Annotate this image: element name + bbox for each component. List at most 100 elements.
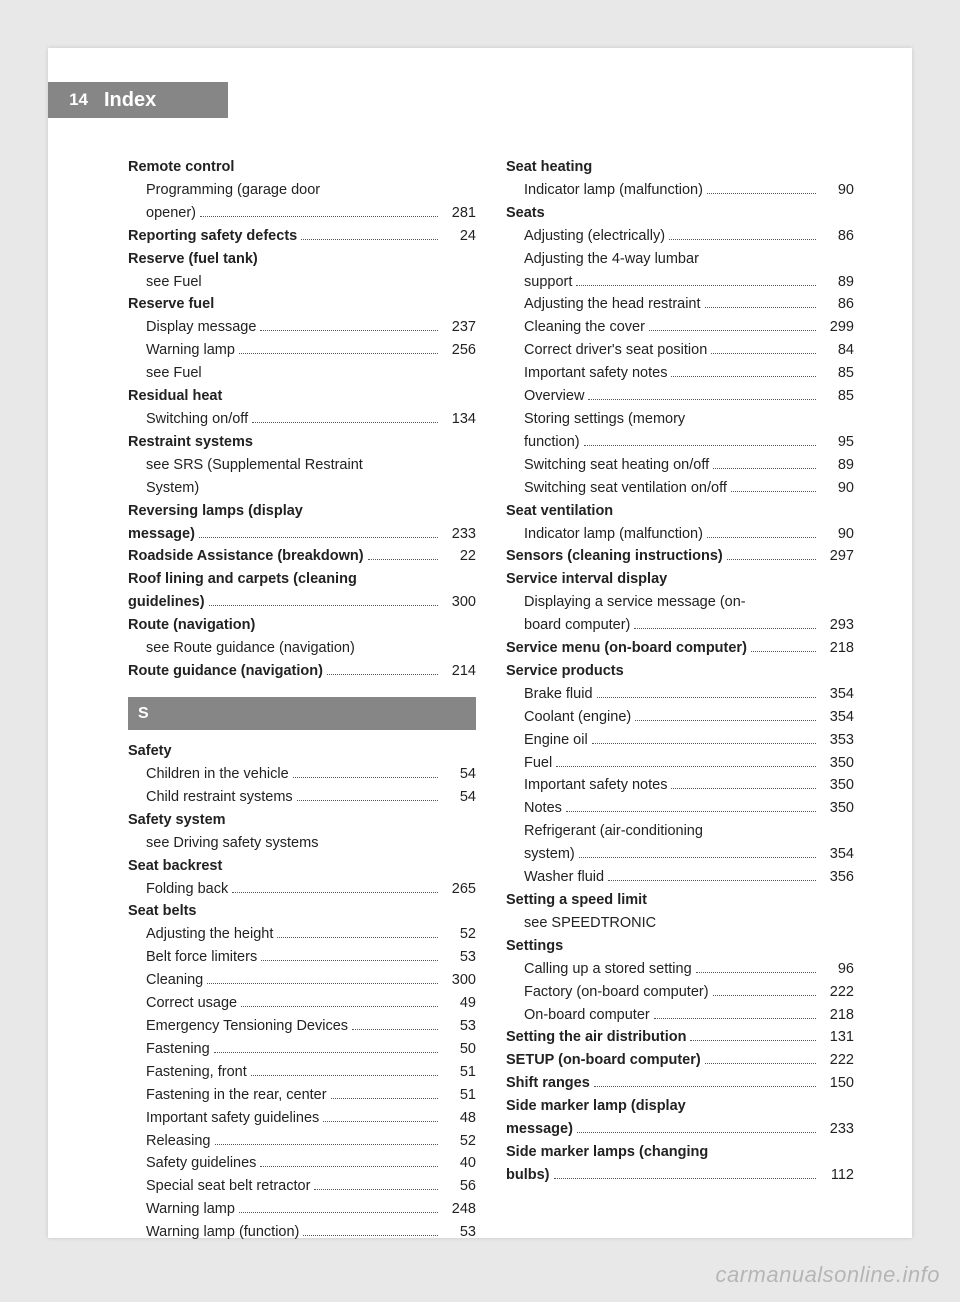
index-label: Warning lamp (function): [146, 1221, 299, 1244]
leader-dots: [199, 526, 438, 538]
index-page: 51: [442, 1084, 476, 1107]
index-label: board computer): [524, 614, 630, 637]
index-heading: Side marker lamps (changing: [506, 1141, 854, 1164]
index-page: 53: [442, 1221, 476, 1244]
leader-dots: [577, 1121, 816, 1133]
leader-dots: [239, 343, 438, 355]
index-label: Service menu (on-board computer): [506, 637, 747, 660]
leader-dots: [669, 228, 816, 240]
index-label: Important safety guidelines: [146, 1107, 319, 1130]
index-label: Brake fluid: [524, 683, 593, 706]
index-row: Warning lamp (function) 53: [128, 1221, 476, 1244]
index-row: Overview85: [506, 385, 854, 408]
left-column: Remote controlProgramming (garage doorop…: [128, 156, 476, 1198]
index-page: 52: [442, 923, 476, 946]
index-label: Cleaning: [146, 969, 203, 992]
index-label: Shift ranges: [506, 1072, 590, 1095]
index-row: Roadside Assistance (breakdown) 22: [128, 545, 476, 568]
index-page: 300: [442, 591, 476, 614]
page: 14 Index Remote controlProgramming (gara…: [48, 48, 912, 1238]
index-heading: Reserve (fuel tank): [128, 248, 476, 271]
index-label: Children in the vehicle: [146, 763, 289, 786]
index-label: On-board computer: [524, 1004, 650, 1027]
index-see-ref: see SRS (Supplemental Restraint: [128, 454, 476, 477]
index-page: 222: [820, 981, 854, 1004]
index-label: Cleaning the cover: [524, 316, 645, 339]
index-page: 89: [820, 271, 854, 294]
index-label: Roadside Assistance (breakdown): [128, 545, 364, 568]
index-row: Special seat belt retractor56: [128, 1175, 476, 1198]
index-row: Warning lamp256: [128, 339, 476, 362]
index-page: 222: [820, 1049, 854, 1072]
index-page: 53: [442, 946, 476, 969]
index-subline: Displaying a service message (on-: [506, 591, 854, 614]
index-row: Important safety notes85: [506, 362, 854, 385]
leader-dots: [214, 1041, 438, 1053]
index-page: 50: [442, 1038, 476, 1061]
leader-dots: [301, 228, 438, 240]
index-label: function): [524, 431, 580, 454]
index-row: message)233: [128, 523, 476, 546]
index-label: Fuel: [524, 752, 552, 775]
index-page: 85: [820, 385, 854, 408]
index-see-ref: see Route guidance (navigation): [128, 637, 476, 660]
leader-dots: [635, 709, 816, 721]
header-bar: 14 Index: [48, 82, 228, 118]
leader-dots: [705, 1053, 816, 1065]
leader-dots: [323, 1110, 438, 1122]
index-page: 40: [442, 1152, 476, 1175]
index-page: 86: [820, 293, 854, 316]
leader-dots: [303, 1225, 438, 1237]
index-label: Switching on/off: [146, 408, 248, 431]
index-page: 56: [442, 1175, 476, 1198]
index-heading: Safety system: [128, 809, 476, 832]
leader-dots: [727, 549, 816, 561]
index-row: Correct usage49: [128, 992, 476, 1015]
index-page: 248: [442, 1198, 476, 1221]
index-label: message): [128, 523, 195, 546]
leader-dots: [331, 1087, 438, 1099]
index-row: Notes350: [506, 797, 854, 820]
index-row: Belt force limiters 53: [128, 946, 476, 969]
index-label: Route guidance (navigation): [128, 660, 323, 683]
index-page: 354: [820, 706, 854, 729]
index-page: 218: [820, 1004, 854, 1027]
leader-dots: [707, 526, 816, 538]
index-see-ref: see Fuel: [128, 362, 476, 385]
index-page: 218: [820, 637, 854, 660]
index-heading: Setting a speed limit: [506, 889, 854, 912]
index-page: 90: [820, 179, 854, 202]
index-label: Engine oil: [524, 729, 588, 752]
index-row: Setting the air distribution131: [506, 1026, 854, 1049]
index-page: 54: [442, 763, 476, 786]
index-row: Route guidance (navigation)214: [128, 660, 476, 683]
index-subline: Refrigerant (air-conditioning: [506, 820, 854, 843]
index-heading: Safety: [128, 740, 476, 763]
page-number: 14: [48, 82, 94, 118]
index-row: Calling up a stored setting96: [506, 958, 854, 981]
index-page: 90: [820, 523, 854, 546]
index-page: 150: [820, 1072, 854, 1095]
index-row: Warning lamp248: [128, 1198, 476, 1221]
index-see-ref: see SPEEDTRONIC: [506, 912, 854, 935]
index-row: function) 95: [506, 431, 854, 454]
index-page: 112: [820, 1164, 854, 1187]
index-page: 350: [820, 774, 854, 797]
index-page: 131: [820, 1026, 854, 1049]
index-page: 22: [442, 545, 476, 568]
leader-dots: [293, 766, 438, 778]
index-page: 95: [820, 431, 854, 454]
index-row: Correct driver's seat position84: [506, 339, 854, 362]
leader-dots: [671, 778, 816, 790]
index-page: 24: [442, 225, 476, 248]
index-row: opener)281: [128, 202, 476, 225]
leader-dots: [251, 1064, 438, 1076]
index-label: Fastening in the rear, center: [146, 1084, 327, 1107]
index-label: Belt force limiters: [146, 946, 257, 969]
index-label: Display message: [146, 316, 256, 339]
index-row: support89: [506, 271, 854, 294]
index-label: Factory (on-board computer): [524, 981, 709, 1004]
index-label: Fastening: [146, 1038, 210, 1061]
index-row: Child restraint systems54: [128, 786, 476, 809]
index-label: Adjusting the height: [146, 923, 273, 946]
